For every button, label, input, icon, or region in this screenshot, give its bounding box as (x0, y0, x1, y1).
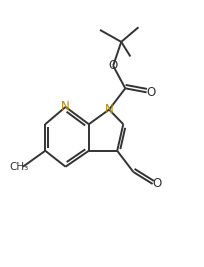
Text: O: O (152, 178, 162, 190)
Text: O: O (146, 86, 156, 99)
Text: CH₃: CH₃ (9, 162, 29, 172)
Text: N: N (105, 103, 113, 116)
Text: O: O (109, 59, 118, 72)
Text: N: N (61, 100, 70, 113)
